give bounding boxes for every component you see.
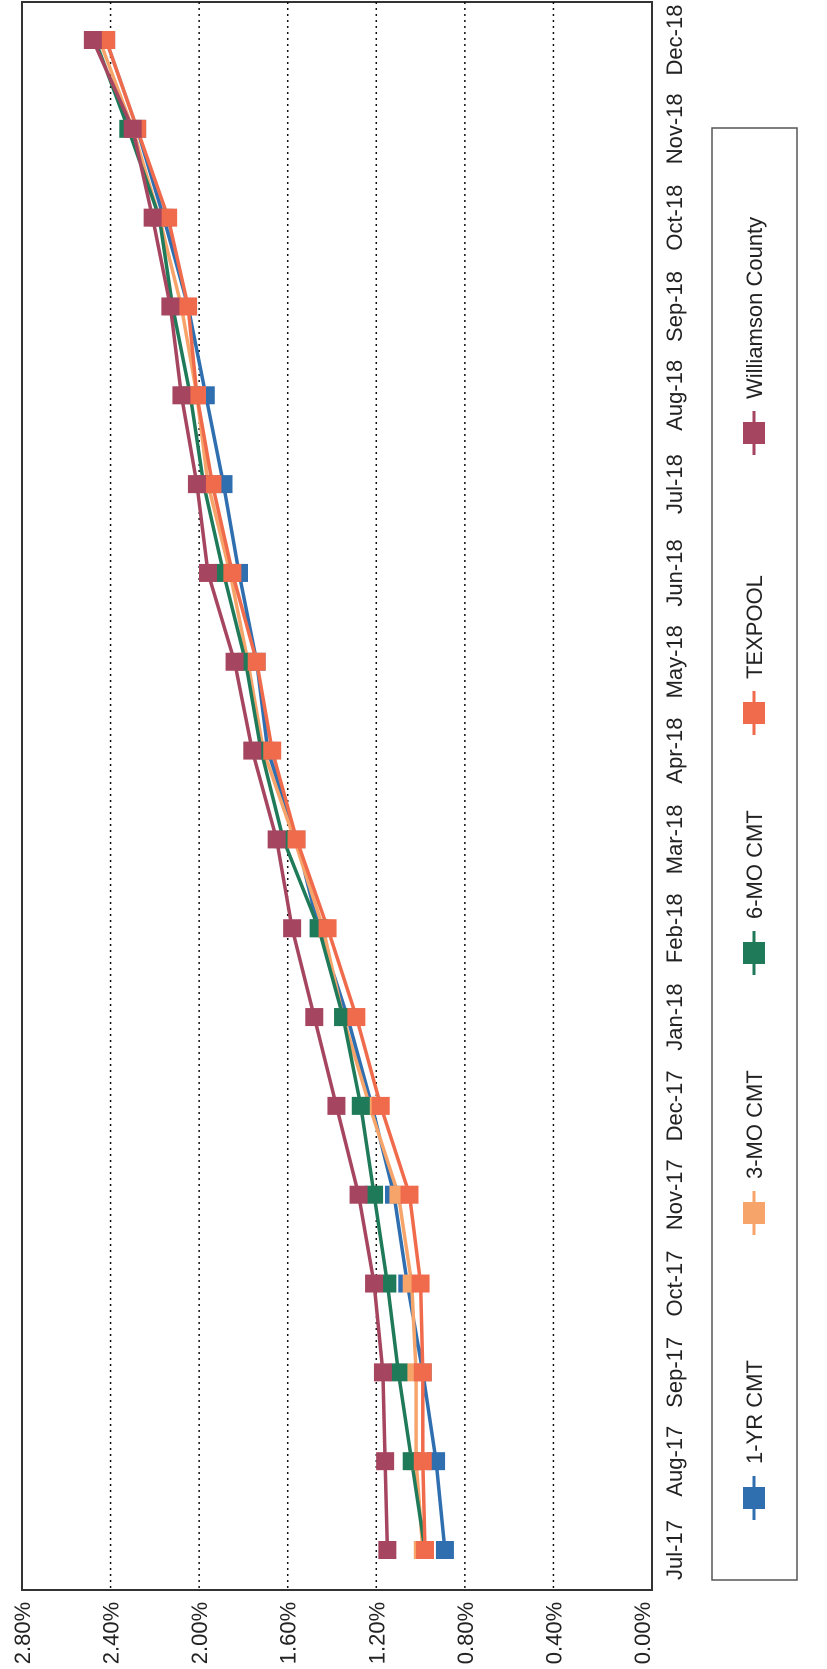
x-tick-label: Apr-18 <box>662 718 687 784</box>
x-tick-label: Aug-18 <box>662 360 687 431</box>
legend-label: TEXPOOL <box>742 575 767 679</box>
plot-area-border <box>21 1 653 1591</box>
x-tick-label: Jul-18 <box>662 454 687 514</box>
data-point-marker <box>365 1274 384 1293</box>
data-point-marker <box>327 1096 346 1115</box>
x-tick-label: Oct-18 <box>662 185 687 251</box>
legend-swatch-marker <box>743 422 765 444</box>
data-point-marker <box>143 208 162 227</box>
data-point-marker <box>411 1274 430 1293</box>
data-point-marker <box>223 563 242 582</box>
legend-label: 3-MO CMT <box>742 1070 767 1179</box>
data-point-marker <box>83 31 102 49</box>
y-tick-label: 2.40% <box>99 1602 124 1664</box>
x-tick-label: May-18 <box>662 625 687 698</box>
data-point-marker <box>376 1452 395 1471</box>
data-point-marker <box>123 119 142 138</box>
gridlines <box>109 2 555 1590</box>
series-line <box>104 39 427 1551</box>
x-tick-label: Sep-17 <box>662 1337 687 1408</box>
data-point-marker <box>159 208 178 227</box>
x-tick-label: Nov-17 <box>662 1159 687 1230</box>
data-point-marker <box>318 919 337 938</box>
x-tick-label: Jun-18 <box>662 539 687 606</box>
series-line <box>93 39 427 1551</box>
y-tick-label: 0.80% <box>453 1602 478 1664</box>
data-point-marker <box>349 1185 368 1204</box>
x-tick-label: Jul-17 <box>662 1520 687 1580</box>
legend: 1-YR CMT 3-MO CMT 6-MO CMT TEXPOOL Williamso… <box>711 127 798 1581</box>
data-point-marker <box>373 1363 392 1382</box>
data-point-marker <box>283 919 302 938</box>
series-line <box>97 39 425 1551</box>
y-tick-label: 2.80% <box>10 1602 35 1664</box>
data-point-marker <box>187 386 206 405</box>
data-point-marker <box>435 1541 454 1559</box>
data-point-marker <box>187 475 206 494</box>
x-tick-label: Aug-17 <box>662 1426 687 1497</box>
y-tick-label: 1.20% <box>364 1602 389 1664</box>
y-tick-label: 1.60% <box>276 1602 301 1664</box>
data-point-marker <box>203 475 222 494</box>
data-point-marker <box>400 1185 419 1204</box>
x-tick-label: Sep-18 <box>662 271 687 342</box>
series-lines <box>91 39 447 1551</box>
legend-label: 1-YR CMT <box>742 1360 767 1464</box>
x-axis-tick-labels: Jul-17 Aug-17 Sep-17 Oct-17 Nov-17 Dec-17 Jan-… <box>662 5 687 1580</box>
data-point-marker <box>263 741 282 760</box>
legend-swatch-marker <box>743 1202 765 1224</box>
data-point-marker <box>179 297 198 316</box>
data-point-marker <box>378 1541 397 1559</box>
data-point-marker <box>371 1096 390 1115</box>
data-point-marker <box>413 1452 432 1471</box>
legend-swatch-marker <box>743 942 765 964</box>
data-point-marker <box>416 1541 434 1559</box>
series-line <box>91 39 390 1551</box>
data-point-marker <box>199 563 217 582</box>
data-point-marker <box>172 386 191 405</box>
y-tick-label: 2.00% <box>187 1602 212 1664</box>
x-tick-label: Nov-18 <box>662 93 687 164</box>
legend-label: Williamson County <box>742 217 767 399</box>
legend-label: 6-MO CMT <box>742 810 767 919</box>
y-axis-tick-labels: 0.00% 0.40% 0.80% 1.20% 1.60% 2.00% 2.40% 2.80% <box>10 1602 655 1664</box>
legend-swatch-marker <box>743 702 765 724</box>
y-tick-label: 0.40% <box>541 1602 566 1664</box>
legend-swatch-marker <box>743 1487 765 1509</box>
x-tick-label: Mar-18 <box>662 805 687 875</box>
x-tick-label: Oct-17 <box>662 1251 687 1317</box>
data-point-marker <box>225 652 244 671</box>
data-point-marker <box>267 830 286 849</box>
data-point-marker <box>243 741 262 760</box>
x-tick-label: Jan-18 <box>662 983 687 1050</box>
series-markers <box>83 31 454 1559</box>
data-point-marker <box>305 1008 324 1027</box>
x-tick-label: Dec-18 <box>662 5 687 76</box>
data-point-marker <box>247 652 266 671</box>
y-tick-label: 0.00% <box>630 1602 655 1664</box>
data-point-marker <box>161 297 180 316</box>
data-point-marker <box>413 1363 432 1382</box>
data-point-marker <box>287 830 306 849</box>
data-point-marker <box>347 1008 366 1027</box>
data-point-marker <box>389 1363 408 1382</box>
x-tick-label: Feb-18 <box>662 893 687 963</box>
x-tick-label: Dec-17 <box>662 1070 687 1141</box>
legend-box <box>711 127 798 1581</box>
data-point-marker <box>351 1096 370 1115</box>
data-point-marker <box>365 1185 384 1204</box>
